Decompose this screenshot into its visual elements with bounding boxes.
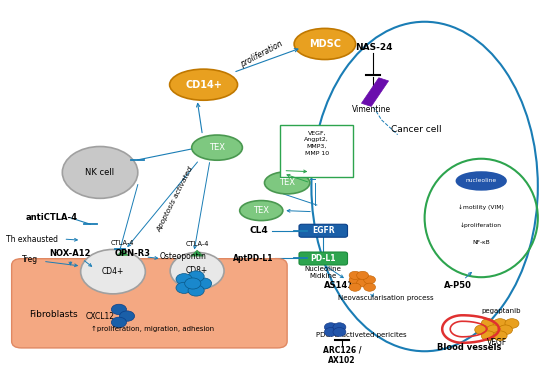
Text: OPN-R3: OPN-R3	[114, 250, 150, 258]
Text: CD14+: CD14+	[185, 80, 222, 90]
Text: CTLA-4: CTLA-4	[185, 241, 209, 247]
Circle shape	[498, 325, 513, 335]
Text: ↓proliferation: ↓proliferation	[460, 223, 502, 228]
Circle shape	[188, 271, 204, 282]
Circle shape	[119, 311, 135, 321]
Text: CTLA-4: CTLA-4	[111, 241, 134, 247]
Ellipse shape	[62, 147, 138, 198]
Ellipse shape	[81, 250, 145, 294]
Ellipse shape	[169, 69, 238, 100]
Polygon shape	[191, 250, 204, 256]
FancyBboxPatch shape	[299, 224, 348, 237]
Circle shape	[364, 276, 376, 284]
Circle shape	[493, 331, 507, 341]
Text: ARC126 /
AX102: ARC126 / AX102	[323, 345, 361, 365]
FancyBboxPatch shape	[280, 125, 354, 177]
Text: CL4: CL4	[249, 226, 268, 235]
Text: CD4+: CD4+	[102, 267, 124, 276]
Text: Fibroblasts: Fibroblasts	[29, 310, 78, 319]
Text: Vimentine: Vimentine	[352, 105, 392, 114]
Text: NK cell: NK cell	[85, 168, 114, 177]
Text: VEGF,
Angpt2,
MMP3,
MMP 10: VEGF, Angpt2, MMP3, MMP 10	[304, 131, 329, 156]
Text: VEGF: VEGF	[487, 338, 508, 347]
Circle shape	[493, 319, 507, 328]
Circle shape	[487, 325, 500, 335]
Circle shape	[349, 271, 361, 279]
Circle shape	[176, 273, 192, 285]
Text: CXCL12: CXCL12	[86, 312, 114, 321]
Text: CD8+: CD8+	[186, 266, 208, 275]
Text: Blood vessels: Blood vessels	[437, 343, 501, 352]
Circle shape	[185, 278, 201, 289]
Text: Osteopontin: Osteopontin	[160, 253, 206, 261]
Polygon shape	[117, 250, 128, 256]
Ellipse shape	[240, 201, 283, 220]
Text: Apoptosis activated: Apoptosis activated	[156, 166, 195, 233]
Ellipse shape	[192, 135, 243, 160]
Circle shape	[333, 327, 346, 336]
Text: NAS-24: NAS-24	[355, 43, 392, 52]
Circle shape	[357, 279, 368, 287]
Circle shape	[176, 282, 192, 294]
FancyBboxPatch shape	[299, 252, 348, 265]
Text: antiCTLA-4: antiCTLA-4	[25, 213, 78, 222]
Circle shape	[195, 278, 212, 289]
Text: PD-L1: PD-L1	[311, 254, 336, 263]
Ellipse shape	[294, 28, 356, 60]
Text: PDGFB activeted pericites: PDGFB activeted pericites	[316, 332, 406, 338]
Circle shape	[475, 325, 489, 335]
Text: AptPD-L1: AptPD-L1	[233, 254, 274, 263]
Circle shape	[349, 276, 361, 284]
Text: Cancer cell: Cancer cell	[391, 125, 442, 134]
Text: TEX: TEX	[209, 143, 225, 152]
Text: TEX: TEX	[253, 206, 270, 215]
Text: proliferation: proliferation	[239, 39, 284, 69]
Text: AS1411: AS1411	[324, 281, 360, 290]
Text: NF-κB: NF-κB	[472, 239, 490, 245]
Text: A-P50: A-P50	[444, 281, 472, 290]
Text: Neovascularisation process: Neovascularisation process	[338, 295, 433, 301]
Circle shape	[481, 319, 495, 328]
Text: Midkine: Midkine	[310, 273, 337, 279]
Text: EGFR: EGFR	[312, 226, 334, 235]
Text: MDSC: MDSC	[309, 39, 341, 49]
Text: nucleoline: nucleoline	[466, 178, 497, 184]
Ellipse shape	[170, 253, 224, 289]
Circle shape	[505, 319, 519, 328]
Circle shape	[481, 331, 495, 341]
Text: ↓motility (VIM): ↓motility (VIM)	[458, 204, 504, 210]
Circle shape	[364, 283, 376, 291]
Text: NOX-A12: NOX-A12	[50, 250, 91, 258]
Circle shape	[188, 285, 204, 296]
Circle shape	[112, 304, 126, 314]
Circle shape	[324, 323, 337, 332]
Circle shape	[349, 283, 361, 291]
Circle shape	[333, 323, 346, 332]
Text: Treg: Treg	[22, 255, 38, 264]
FancyBboxPatch shape	[12, 259, 287, 348]
Ellipse shape	[265, 172, 310, 194]
Text: ↑proliferation, migration, adhesion: ↑proliferation, migration, adhesion	[91, 326, 214, 332]
Polygon shape	[361, 78, 388, 106]
Circle shape	[357, 271, 368, 279]
Ellipse shape	[456, 172, 506, 190]
Text: TEX: TEX	[279, 178, 295, 187]
Text: Nucleoline: Nucleoline	[305, 266, 342, 272]
Circle shape	[112, 317, 126, 327]
Text: Th exhausted: Th exhausted	[6, 235, 58, 244]
Circle shape	[324, 327, 337, 336]
Text: pegaptanib: pegaptanib	[481, 308, 521, 314]
